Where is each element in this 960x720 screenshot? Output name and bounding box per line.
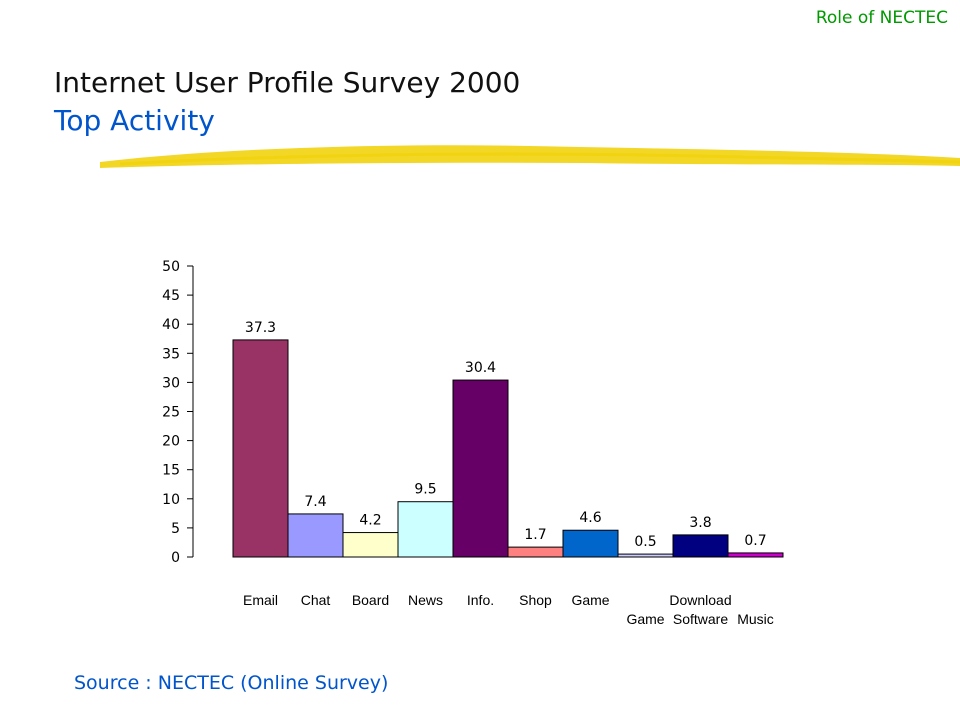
data-label-1: 7.4 bbox=[304, 494, 326, 510]
y-tick-label: 45 bbox=[162, 288, 180, 304]
category-label: Chat bbox=[301, 592, 331, 608]
data-label-8: 3.8 bbox=[689, 515, 711, 531]
bar-8 bbox=[672, 534, 729, 558]
y-tick-label: 30 bbox=[162, 375, 180, 391]
category-label: Game bbox=[571, 592, 609, 608]
data-label-6: 4.6 bbox=[579, 510, 601, 526]
bar-9 bbox=[727, 552, 784, 558]
y-tick-label: 5 bbox=[171, 521, 180, 537]
category-label: Info. bbox=[467, 592, 494, 608]
data-label-0: 37.3 bbox=[245, 320, 276, 336]
page-title: Internet User Profile Survey 2000 bbox=[54, 66, 521, 99]
y-tick-label: 35 bbox=[162, 346, 180, 362]
category-label: Software bbox=[673, 611, 728, 627]
data-label-2: 4.2 bbox=[359, 513, 381, 529]
data-label-7: 0.5 bbox=[634, 534, 656, 550]
y-tick-label: 10 bbox=[162, 492, 180, 508]
category-label: Game bbox=[626, 611, 664, 627]
data-label-3: 9.5 bbox=[414, 482, 436, 498]
data-label-4: 30.4 bbox=[465, 360, 496, 376]
data-label-5: 1.7 bbox=[524, 527, 546, 543]
category-label: Shop bbox=[519, 592, 552, 608]
y-tick-label: 40 bbox=[162, 317, 180, 333]
y-tick-label: 20 bbox=[162, 434, 180, 450]
bar-3 bbox=[397, 501, 454, 558]
category-label: Music bbox=[737, 611, 774, 627]
category-label: Board bbox=[352, 592, 389, 608]
bar-5 bbox=[507, 546, 564, 558]
y-tick-label: 25 bbox=[162, 405, 180, 421]
section-label: Role of NECTEC bbox=[815, 8, 948, 28]
y-tick-label: 50 bbox=[162, 259, 180, 275]
y-tick-label: 15 bbox=[162, 463, 180, 479]
bar-6 bbox=[562, 529, 619, 558]
category-label: Email bbox=[243, 592, 278, 608]
bar-4 bbox=[452, 379, 509, 558]
category-label: News bbox=[408, 592, 443, 608]
bar-1 bbox=[287, 513, 344, 558]
bar-2 bbox=[342, 532, 399, 558]
bar-0 bbox=[232, 339, 289, 558]
data-label-9: 0.7 bbox=[744, 533, 766, 549]
page-subtitle: Top Activity bbox=[54, 104, 215, 137]
category-label: Download bbox=[669, 592, 731, 608]
source-note: Source : NECTEC (Online Survey) bbox=[74, 672, 389, 694]
y-tick-label: 0 bbox=[171, 550, 180, 566]
highlighter-stroke bbox=[100, 145, 960, 168]
